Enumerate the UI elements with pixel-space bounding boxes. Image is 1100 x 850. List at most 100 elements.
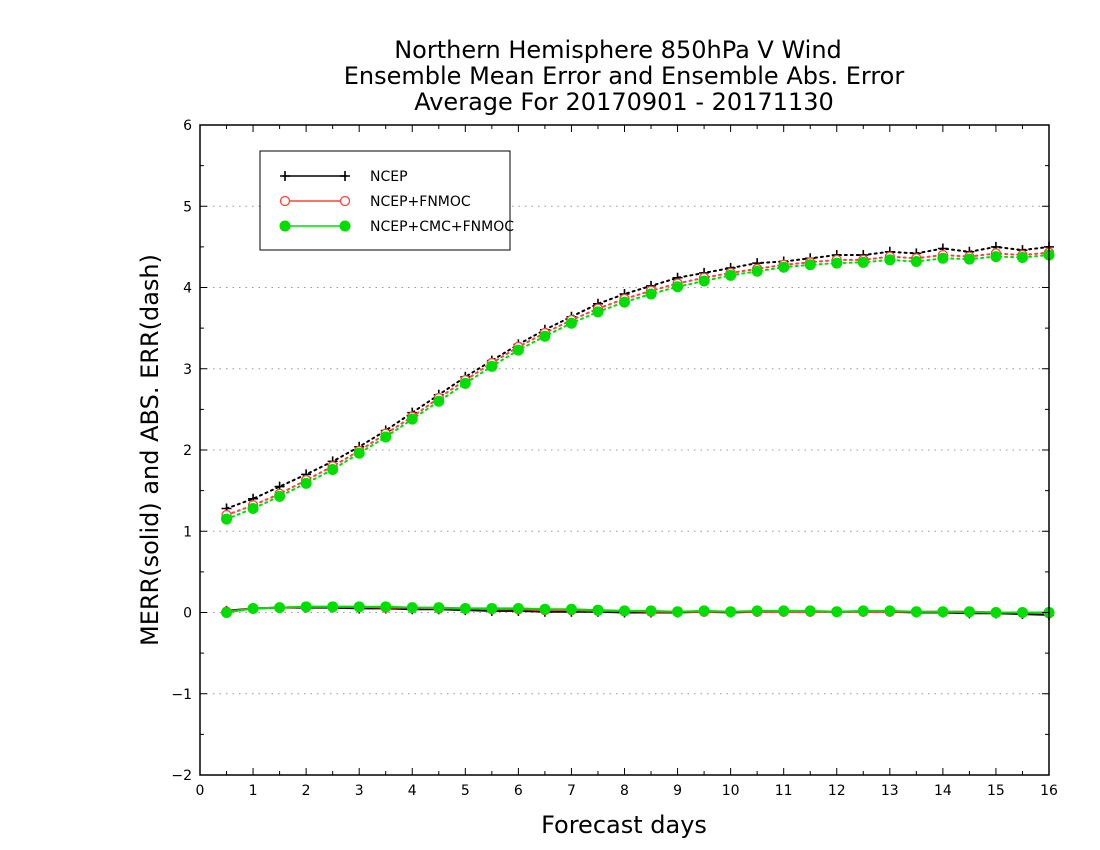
merr-point bbox=[698, 605, 710, 617]
abs-err-point bbox=[380, 431, 392, 443]
merr-point bbox=[725, 606, 737, 618]
abs-err-point bbox=[963, 253, 975, 265]
x-tick-label: 8 bbox=[620, 783, 629, 799]
abs-err-point bbox=[751, 265, 763, 277]
legend-marker-ncep-cmc-fnmoc bbox=[279, 220, 291, 232]
merr-point bbox=[433, 602, 445, 614]
x-tick-label: 16 bbox=[1040, 783, 1058, 799]
abs-err-point bbox=[512, 344, 524, 356]
merr-point bbox=[990, 607, 1002, 618]
abs-err-point bbox=[300, 477, 312, 489]
x-tick-label: 12 bbox=[828, 783, 846, 799]
x-tick-label: 1 bbox=[249, 783, 258, 799]
x-tick-label: 3 bbox=[355, 783, 364, 799]
abs-err-point bbox=[910, 256, 922, 267]
x-tick-label: 11 bbox=[775, 783, 793, 799]
abs-err-point bbox=[274, 490, 286, 502]
merr-point bbox=[937, 606, 949, 618]
merr-point bbox=[804, 605, 816, 617]
legend: NCEP NCEP+FNMOC NCEP+CMC+FNMOC bbox=[259, 150, 514, 251]
merr-point bbox=[672, 606, 684, 618]
abs-err-point bbox=[459, 377, 471, 389]
merr-point bbox=[751, 605, 763, 617]
x-tick-label: 13 bbox=[881, 783, 899, 799]
abs-err-point bbox=[619, 296, 630, 308]
abs-err-point bbox=[353, 447, 365, 459]
grid-lines bbox=[200, 205, 1049, 695]
abs-err-point bbox=[831, 257, 843, 269]
abs-err-point bbox=[937, 252, 949, 264]
y-tick-label: 4 bbox=[183, 281, 192, 297]
merr-point bbox=[512, 602, 524, 614]
abs-err-point bbox=[884, 254, 896, 266]
abs-err-point bbox=[247, 503, 259, 514]
x-tick-label: 2 bbox=[302, 783, 311, 799]
merr-point bbox=[831, 606, 843, 618]
abs-err-point bbox=[327, 464, 339, 475]
legend-marker-ncep bbox=[340, 171, 350, 181]
x-tick-label: 15 bbox=[987, 783, 1005, 799]
x-tick-label: 14 bbox=[934, 783, 952, 799]
x-tick-label: 10 bbox=[722, 783, 740, 799]
abs-err-point bbox=[804, 259, 816, 271]
legend-label-ncep-cmc-fnmoc: NCEP+CMC+FNMOC bbox=[370, 219, 514, 235]
merr-point bbox=[565, 603, 577, 615]
abs-err-point bbox=[857, 256, 869, 268]
abs-err-point bbox=[539, 330, 551, 342]
abs-err-point bbox=[778, 261, 790, 273]
merr-point bbox=[221, 607, 233, 618]
legend-marker-ncep-fnmoc bbox=[279, 195, 291, 207]
merr-point bbox=[619, 605, 630, 617]
x-tick-label: 7 bbox=[567, 783, 576, 799]
x-tick-label: 6 bbox=[514, 783, 523, 799]
x-tick-label: 4 bbox=[408, 783, 417, 799]
abs-err-point bbox=[990, 251, 1002, 263]
x-tick-label: 5 bbox=[461, 783, 470, 799]
merr-point bbox=[274, 602, 286, 614]
abs-err-point bbox=[565, 317, 577, 329]
legend-label-ncep-fnmoc: NCEP+FNMOC bbox=[370, 194, 471, 210]
x-tick-label: 9 bbox=[673, 783, 682, 799]
abs-err-point bbox=[1016, 251, 1028, 263]
y-tick-label: −1 bbox=[171, 687, 192, 703]
abs-err-line-ncep-fnmoc bbox=[225, 251, 1050, 516]
merr-point bbox=[406, 602, 418, 614]
legend-marker-ncep-fnmoc bbox=[339, 195, 351, 207]
abs-err-line-ncep bbox=[225, 245, 1050, 510]
abs-err-point bbox=[698, 275, 710, 287]
y-tick-label: 0 bbox=[183, 606, 192, 622]
y-tick-label: 1 bbox=[183, 524, 192, 540]
legend-label-ncep: NCEP bbox=[370, 169, 408, 185]
merr-point bbox=[910, 606, 922, 618]
chart-title-line-2: Ensemble Mean Error and Ensemble Abs. Er… bbox=[344, 62, 905, 90]
abs-err-point bbox=[645, 288, 657, 300]
legend-marker-ncep-cmc-fnmoc bbox=[339, 220, 351, 232]
merr-point bbox=[884, 605, 896, 617]
merr-line-ncep-cmc-fnmoc bbox=[226, 605, 1049, 614]
merr-point bbox=[1016, 607, 1028, 618]
merr-point bbox=[300, 601, 312, 613]
merr-point bbox=[247, 602, 259, 614]
series-ncep-cmc-fnmoc bbox=[221, 249, 1055, 618]
x-tick-label: 0 bbox=[196, 783, 205, 799]
abs-err-point bbox=[433, 395, 445, 407]
merr-point bbox=[645, 605, 657, 617]
chart-title-line-3: Average For 20170901 - 20171130 bbox=[414, 88, 834, 116]
y-tick-label: 3 bbox=[183, 362, 192, 378]
merr-point bbox=[778, 605, 790, 617]
y-axis-label: MERR(solid) and ABS. ERR(dash) bbox=[136, 254, 164, 646]
x-axis-label: Forecast days bbox=[541, 811, 707, 839]
y-tick-label: 6 bbox=[183, 118, 192, 134]
merr-point bbox=[539, 603, 551, 615]
abs-err-point bbox=[486, 360, 498, 372]
merr-point bbox=[963, 606, 975, 618]
abs-err-point bbox=[725, 269, 737, 281]
merr-point bbox=[353, 601, 365, 613]
y-tick-label: 5 bbox=[183, 199, 192, 215]
series-ncep-fnmoc bbox=[221, 247, 1055, 619]
y-tick-label: 2 bbox=[183, 443, 192, 459]
abs-err-point bbox=[592, 306, 604, 318]
y-tick-label: −2 bbox=[171, 768, 192, 784]
